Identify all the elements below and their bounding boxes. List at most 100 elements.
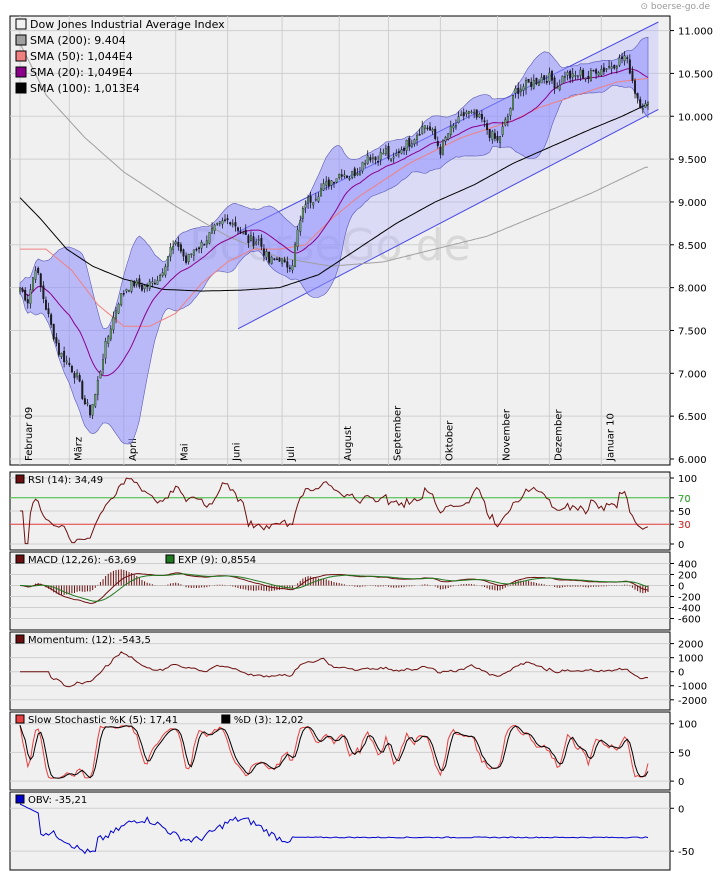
candle-body	[55, 337, 58, 344]
candle-body	[353, 168, 356, 176]
obv-y-tick-label: -50	[678, 847, 694, 858]
candle-body	[125, 289, 128, 292]
candle-body	[460, 114, 463, 116]
legend-swatch	[15, 18, 27, 30]
month-label: Dezember	[553, 409, 564, 461]
candle-body	[226, 218, 229, 221]
source-label: ⊙ boerse-go.de	[640, 2, 710, 12]
rsi-reference-label: 30	[678, 520, 691, 531]
candle-body	[60, 353, 63, 357]
candle-body	[138, 278, 141, 287]
candle-body	[589, 70, 592, 81]
candle-body	[444, 137, 447, 142]
candle-body	[410, 143, 413, 147]
candle-body	[429, 126, 431, 131]
candle-body	[270, 256, 273, 264]
sma50-line	[20, 78, 648, 327]
price-y-tick-label: 9.000	[678, 198, 707, 209]
candle-body	[218, 221, 221, 224]
candle-body	[418, 134, 421, 136]
candle-body	[408, 137, 411, 147]
candle-body	[21, 288, 24, 292]
price-y-tick-label: 9.500	[678, 155, 707, 166]
candle-body	[452, 125, 455, 129]
candle-body	[47, 308, 50, 315]
candle-body	[551, 71, 553, 81]
candle-body	[291, 265, 294, 271]
candle-body	[545, 80, 548, 83]
price-y-tick-label: 10.000	[678, 112, 713, 123]
candle-body	[615, 66, 618, 69]
candle-body	[278, 257, 281, 262]
candle-body	[177, 241, 180, 247]
candle-body	[146, 285, 149, 287]
candle-body	[94, 394, 97, 407]
month-label: September	[392, 405, 403, 461]
candle-body	[307, 196, 309, 204]
momentum-y-tick-label: 1000	[678, 654, 703, 665]
candle-body	[501, 126, 504, 135]
candle-body	[68, 362, 71, 366]
candle-body	[143, 285, 146, 290]
candle-body	[203, 244, 206, 246]
candle-body	[205, 240, 208, 245]
candle-body	[296, 229, 299, 247]
candle-body	[571, 73, 574, 78]
price-y-tick-label: 11.000	[678, 27, 713, 38]
month-label: Juli	[286, 446, 297, 462]
panel-legend-label: %D (3): 12,02	[234, 715, 304, 726]
candle-body	[262, 248, 265, 256]
candle-body	[504, 119, 507, 126]
candle-body	[211, 228, 213, 234]
candle-body	[538, 82, 540, 86]
macd-y-tick-label: 400	[678, 560, 697, 571]
legend-label: SMA (100): 1,013E4	[30, 82, 140, 95]
candle-body	[122, 293, 125, 295]
month-label: November	[501, 408, 512, 461]
candle-body	[63, 351, 66, 362]
candle-body	[496, 136, 499, 141]
candle-body	[86, 402, 89, 405]
momentum-y-tick-label: -2000	[678, 696, 707, 707]
candle-body	[39, 273, 42, 287]
candle-body	[566, 72, 569, 76]
candle-body	[530, 81, 533, 87]
month-label: März	[73, 437, 84, 461]
candle-body	[631, 70, 634, 81]
candle-body	[32, 277, 34, 291]
source-icon: ⊙	[640, 2, 651, 12]
candle-body	[195, 248, 198, 251]
candle-body	[519, 88, 522, 92]
candle-body	[153, 283, 156, 285]
candle-body	[50, 314, 53, 325]
candle-body	[141, 285, 143, 291]
candle-body	[156, 280, 159, 285]
momentum-line	[20, 651, 649, 688]
candle-body	[364, 163, 367, 165]
candle-body	[242, 232, 245, 234]
panel-legend-swatch	[15, 794, 25, 804]
candle-body	[644, 103, 647, 108]
rsi-y-tick-label: 30	[678, 520, 691, 531]
candle-body	[475, 109, 478, 118]
candle-body	[96, 379, 99, 395]
candle-body	[208, 232, 211, 244]
momentum-panel-frame	[9, 631, 671, 711]
candle-body	[286, 261, 289, 268]
price-y-tick-label: 8.000	[678, 284, 707, 295]
candle-body	[483, 120, 486, 122]
candle-body	[556, 87, 559, 89]
obv-y-tick-label: 0	[678, 804, 684, 815]
momentum-y-tick-label: 2000	[678, 640, 703, 651]
candle-body	[569, 70, 572, 79]
rsi-y-tick-label: 50	[678, 507, 691, 518]
candle-body	[540, 77, 543, 84]
stochastic-panel-frame	[9, 711, 671, 791]
candle-body	[216, 223, 219, 225]
candle-body	[467, 111, 470, 114]
candle-body	[273, 258, 276, 260]
candle-body	[73, 372, 76, 379]
panel-legend-label: RSI (14): 34,49	[28, 475, 103, 486]
panel-legend-label: EXP (9): 0,8554	[178, 555, 256, 566]
